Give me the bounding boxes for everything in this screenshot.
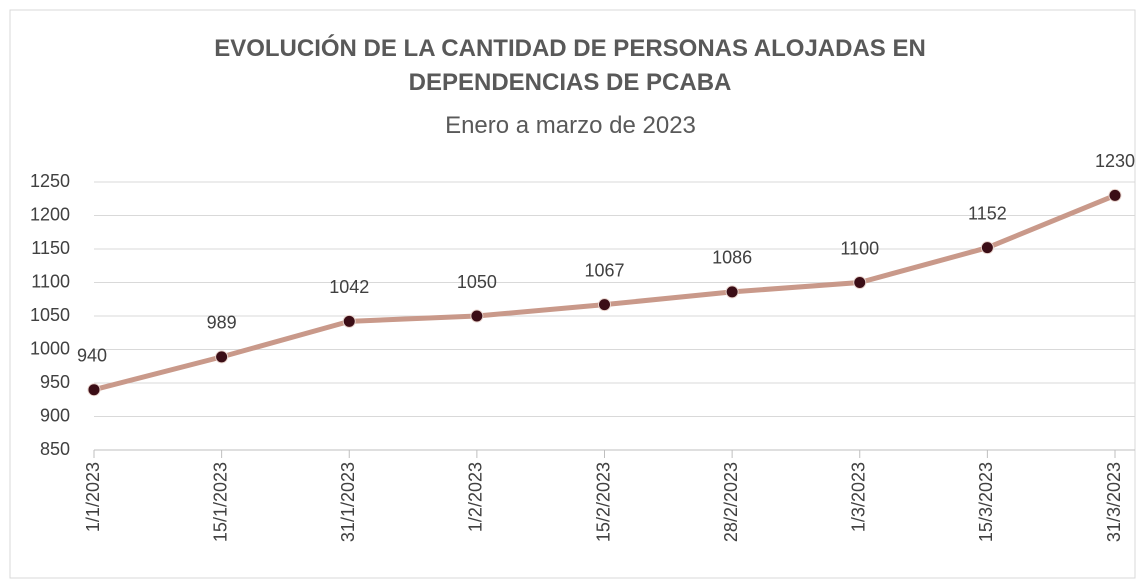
data-label: 1050: [457, 272, 497, 292]
data-label: 1230: [1095, 151, 1135, 171]
data-label: 940: [77, 345, 107, 365]
y-tick-label: 1100: [31, 271, 70, 291]
chart-border: [9, 9, 1136, 579]
data-point: [598, 298, 611, 312]
x-tick-label: 31/1/2023: [338, 462, 358, 542]
y-tick-label: 900: [40, 405, 70, 425]
data-point: [470, 309, 484, 323]
data-point: [725, 285, 739, 299]
y-tick-label: 1000: [30, 338, 70, 358]
data-label: 1086: [712, 248, 752, 268]
x-tick-label: 15/2/2023: [593, 462, 613, 542]
data-label: 1042: [329, 277, 369, 297]
x-tick-label: 15/3/2023: [976, 462, 996, 542]
data-label: 989: [207, 313, 237, 333]
y-tick-label: 1050: [30, 305, 70, 325]
x-tick-label: 1/3/2023: [849, 462, 869, 532]
x-tick-label: 31/3/2023: [1104, 462, 1124, 542]
y-tick-label: 1250: [30, 171, 70, 191]
x-tick-label: 15/1/2023: [210, 462, 230, 542]
data-point: [853, 276, 867, 289]
data-label: 1100: [840, 238, 879, 258]
data-point: [1108, 188, 1122, 202]
data-label: 1152: [968, 203, 1007, 223]
y-tick-label: 950: [40, 372, 70, 392]
data-point: [980, 241, 994, 255]
chart-title: EVOLUCIÓN DE LA CANTIDAD DE PERSONAS ALO…: [214, 35, 926, 96]
series-line: [93, 193, 1116, 393]
y-tick-label: 850: [40, 439, 70, 459]
x-tick-label: 1/1/2023: [83, 462, 103, 532]
data-label: 1067: [584, 260, 624, 280]
data-point: [215, 350, 229, 364]
x-tick-label: 28/2/2023: [721, 462, 741, 542]
y-tick-label: 1150: [31, 238, 70, 258]
data-point: [87, 383, 101, 397]
x-tick-label: 1/2/2023: [466, 462, 486, 532]
chart-subtitle: Enero a marzo de 2023: [445, 112, 696, 139]
y-tick-label: 1200: [30, 204, 70, 224]
data-point: [342, 314, 356, 328]
